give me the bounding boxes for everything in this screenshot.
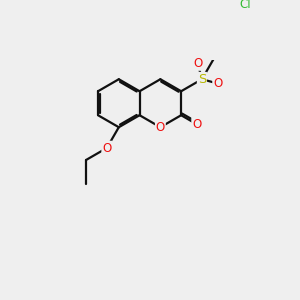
Text: S: S: [198, 73, 206, 86]
Text: O: O: [213, 77, 222, 90]
Text: O: O: [102, 142, 111, 154]
Text: O: O: [193, 57, 202, 70]
Text: O: O: [192, 118, 201, 131]
Text: Cl: Cl: [239, 0, 251, 11]
Text: O: O: [156, 121, 165, 134]
